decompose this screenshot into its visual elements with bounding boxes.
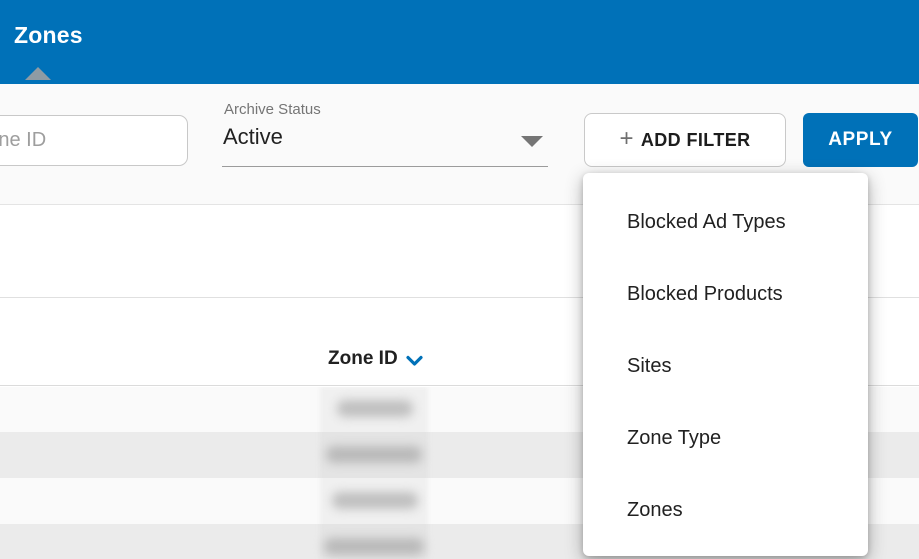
menu-item-zone-type[interactable]: Zone Type (627, 426, 722, 449)
plus-icon: + (619, 125, 634, 152)
dropdown-arrow-icon[interactable] (521, 136, 543, 147)
archive-status-value[interactable]: Active (223, 124, 283, 149)
sort-chevron-down-icon[interactable] (406, 355, 423, 367)
menu-item-blocked-ad-types[interactable]: Blocked Ad Types (627, 210, 786, 233)
page-title: Zones (14, 22, 83, 48)
add-filter-button-label: ADD FILTER (640, 129, 751, 150)
menu-item-blocked-products[interactable]: Blocked Products (627, 282, 783, 305)
archive-status-label: Archive Status (224, 101, 321, 118)
menu-item-sites[interactable]: Sites (627, 354, 672, 377)
apply-button[interactable]: APPLY (803, 113, 918, 167)
menu-item-zones[interactable]: Zones (627, 498, 683, 521)
page-header: Zones (0, 0, 919, 84)
column-header-label: Zone ID (328, 348, 398, 369)
add-filter-button[interactable]: + ADD FILTER (584, 113, 786, 167)
collapse-panel-icon[interactable] (25, 67, 51, 80)
select-underline (222, 166, 548, 167)
zone-id-filter-input[interactable] (0, 115, 188, 166)
column-header-zone-id[interactable]: Zone ID (328, 348, 423, 370)
add-filter-menu: Blocked Ad Types Blocked Products Sites … (583, 173, 868, 556)
filter-bar: Archive Status Active + ADD FILTER APPLY (0, 84, 919, 205)
